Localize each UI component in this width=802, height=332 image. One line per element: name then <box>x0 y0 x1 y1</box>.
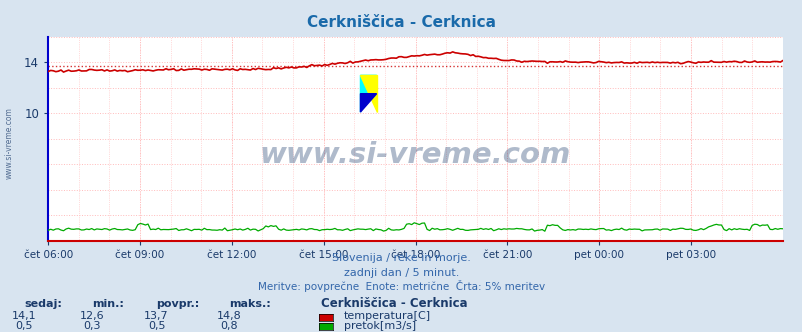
Text: maks.:: maks.: <box>229 299 270 309</box>
Text: Cerkniščica - Cerknica: Cerkniščica - Cerknica <box>321 297 468 310</box>
Text: 14,1: 14,1 <box>12 311 36 321</box>
Text: 0,3: 0,3 <box>83 321 101 331</box>
Text: 14,8: 14,8 <box>217 311 241 321</box>
Text: temperatura[C]: temperatura[C] <box>343 311 430 321</box>
Text: 0,8: 0,8 <box>220 321 237 331</box>
Text: sedaj:: sedaj: <box>24 299 62 309</box>
Polygon shape <box>360 94 376 112</box>
Text: www.si-vreme.com: www.si-vreme.com <box>260 141 570 169</box>
Text: Meritve: povprečne  Enote: metrične  Črta: 5% meritev: Meritve: povprečne Enote: metrične Črta:… <box>257 281 545 292</box>
Text: Cerkniščica - Cerknica: Cerkniščica - Cerknica <box>306 15 496 30</box>
Text: 13,7: 13,7 <box>144 311 168 321</box>
Text: 0,5: 0,5 <box>148 321 165 331</box>
Text: zadnji dan / 5 minut.: zadnji dan / 5 minut. <box>343 268 459 278</box>
Polygon shape <box>360 75 376 112</box>
Polygon shape <box>360 75 376 112</box>
Text: 12,6: 12,6 <box>80 311 104 321</box>
Text: Slovenija / reke in morje.: Slovenija / reke in morje. <box>332 253 470 263</box>
Text: povpr.:: povpr.: <box>156 299 200 309</box>
Text: www.si-vreme.com: www.si-vreme.com <box>5 107 14 179</box>
Text: pretok[m3/s]: pretok[m3/s] <box>343 321 415 331</box>
Text: 0,5: 0,5 <box>15 321 33 331</box>
Text: min.:: min.: <box>92 299 124 309</box>
